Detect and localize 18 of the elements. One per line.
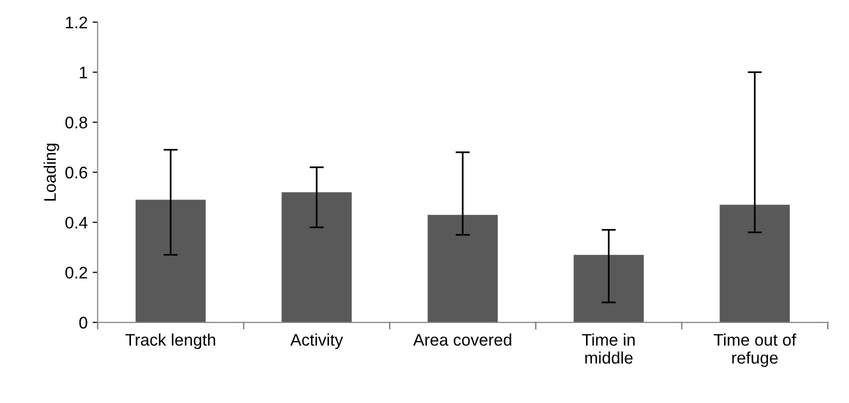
bar [574, 254, 644, 322]
y-tick-label: 0.4 [65, 216, 88, 229]
bar [428, 214, 498, 322]
x-tick-label: Track length [125, 334, 216, 350]
x-tick-label: Time out of refuge [714, 334, 796, 367]
y-tick-label: 0.2 [65, 266, 88, 279]
y-tick-label: 1 [80, 66, 88, 78]
y-axis-title: Loading [44, 144, 60, 201]
bar [282, 192, 352, 322]
y-tick-label: 0 [79, 316, 88, 329]
x-tick-label: Time in middle [582, 334, 635, 364]
bar [720, 204, 790, 322]
x-tick-label: Area covered [413, 334, 512, 346]
y-tick-label: 1.2 [66, 16, 88, 28]
y-tick-label: 0.6 [65, 166, 88, 178]
bar [136, 200, 206, 322]
y-tick-label: 0.8 [65, 116, 88, 128]
x-tick-label: Activity [290, 334, 344, 350]
